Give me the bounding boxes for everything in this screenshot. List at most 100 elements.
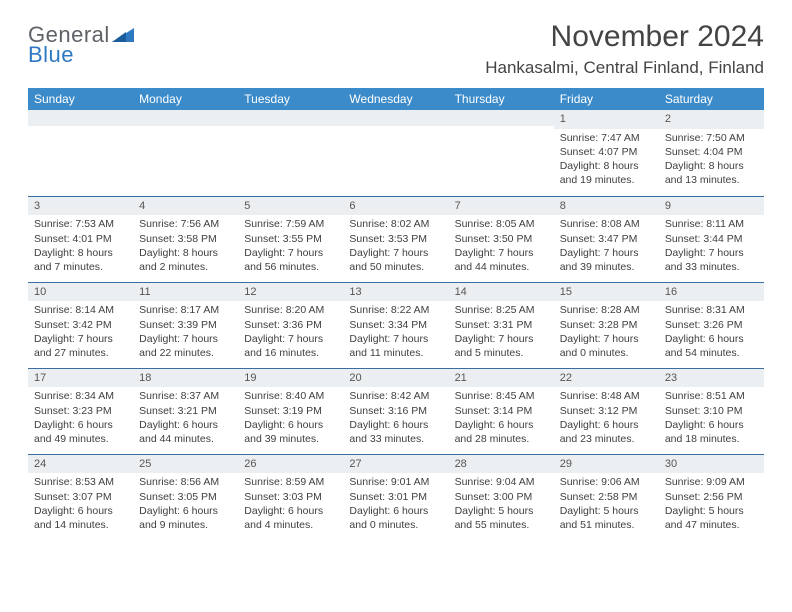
day-info-line: and 54 minutes. (665, 346, 758, 360)
day-body (238, 126, 343, 134)
day-info-line: Sunrise: 8:37 AM (139, 389, 232, 403)
day-body: Sunrise: 8:11 AMSunset: 3:44 PMDaylight:… (659, 215, 764, 280)
day-info-line: Daylight: 6 hours (34, 504, 127, 518)
day-info-line: Sunrise: 9:04 AM (455, 475, 548, 489)
calendar-table: Sunday Monday Tuesday Wednesday Thursday… (28, 88, 764, 540)
day-info-line: Daylight: 6 hours (455, 418, 548, 432)
day-info-line: and 23 minutes. (560, 432, 653, 446)
day-number: 23 (659, 369, 764, 388)
calendar-cell: 16Sunrise: 8:31 AMSunset: 3:26 PMDayligh… (659, 282, 764, 368)
day-number (28, 110, 133, 126)
day-info-line: Daylight: 7 hours (560, 246, 653, 260)
day-number: 1 (554, 110, 659, 129)
day-info-line: and 28 minutes. (455, 432, 548, 446)
calendar-cell: 11Sunrise: 8:17 AMSunset: 3:39 PMDayligh… (133, 282, 238, 368)
calendar-cell: 14Sunrise: 8:25 AMSunset: 3:31 PMDayligh… (449, 282, 554, 368)
day-info-line: Sunset: 4:04 PM (665, 145, 758, 159)
calendar-cell: 17Sunrise: 8:34 AMSunset: 3:23 PMDayligh… (28, 368, 133, 454)
calendar-cell: 20Sunrise: 8:42 AMSunset: 3:16 PMDayligh… (343, 368, 448, 454)
calendar-week-row: 10Sunrise: 8:14 AMSunset: 3:42 PMDayligh… (28, 282, 764, 368)
calendar-cell (133, 110, 238, 196)
day-info-line: and 56 minutes. (244, 260, 337, 274)
day-body: Sunrise: 8:45 AMSunset: 3:14 PMDaylight:… (449, 387, 554, 452)
day-info-line: and 33 minutes. (349, 432, 442, 446)
day-body: Sunrise: 8:34 AMSunset: 3:23 PMDaylight:… (28, 387, 133, 452)
day-body: Sunrise: 8:17 AMSunset: 3:39 PMDaylight:… (133, 301, 238, 366)
day-number (238, 110, 343, 126)
day-body: Sunrise: 8:02 AMSunset: 3:53 PMDaylight:… (343, 215, 448, 280)
day-info-line: and 39 minutes. (560, 260, 653, 274)
day-info-line: Daylight: 7 hours (34, 332, 127, 346)
calendar-cell: 26Sunrise: 8:59 AMSunset: 3:03 PMDayligh… (238, 454, 343, 540)
day-body (133, 126, 238, 134)
day-info-line: Daylight: 7 hours (244, 332, 337, 346)
day-info-line: Sunrise: 7:47 AM (560, 131, 653, 145)
day-number: 8 (554, 197, 659, 216)
day-number: 27 (343, 455, 448, 474)
calendar-cell (449, 110, 554, 196)
day-info-line: Sunset: 3:58 PM (139, 232, 232, 246)
triangle-icon (112, 24, 134, 46)
day-info-line: Sunrise: 8:28 AM (560, 303, 653, 317)
day-info-line: Sunrise: 9:06 AM (560, 475, 653, 489)
calendar-week-row: 24Sunrise: 8:53 AMSunset: 3:07 PMDayligh… (28, 454, 764, 540)
day-number: 15 (554, 283, 659, 302)
day-info-line: Daylight: 7 hours (349, 332, 442, 346)
day-info-line: Daylight: 6 hours (34, 418, 127, 432)
day-body: Sunrise: 8:59 AMSunset: 3:03 PMDaylight:… (238, 473, 343, 538)
calendar-cell: 2Sunrise: 7:50 AMSunset: 4:04 PMDaylight… (659, 110, 764, 196)
day-body: Sunrise: 8:05 AMSunset: 3:50 PMDaylight:… (449, 215, 554, 280)
day-info-line: Sunset: 3:34 PM (349, 318, 442, 332)
day-info-line: Daylight: 6 hours (665, 418, 758, 432)
calendar-cell (238, 110, 343, 196)
day-number: 20 (343, 369, 448, 388)
day-info-line: Sunset: 3:07 PM (34, 490, 127, 504)
day-number: 14 (449, 283, 554, 302)
day-info-line: and 2 minutes. (139, 260, 232, 274)
day-info-line: and 51 minutes. (560, 518, 653, 532)
day-info-line: and 44 minutes. (139, 432, 232, 446)
day-number (449, 110, 554, 126)
header: November 2024 Hankasalmi, Central Finlan… (485, 20, 764, 78)
day-number: 25 (133, 455, 238, 474)
day-info-line: Sunset: 3:10 PM (665, 404, 758, 418)
day-number: 6 (343, 197, 448, 216)
day-info-line: Sunrise: 8:25 AM (455, 303, 548, 317)
day-info-line: Daylight: 6 hours (139, 504, 232, 518)
day-number: 3 (28, 197, 133, 216)
day-info-line: Daylight: 7 hours (665, 246, 758, 260)
day-info-line: Sunrise: 8:34 AM (34, 389, 127, 403)
day-body: Sunrise: 8:25 AMSunset: 3:31 PMDaylight:… (449, 301, 554, 366)
day-info-line: Sunset: 4:01 PM (34, 232, 127, 246)
calendar-week-row: 3Sunrise: 7:53 AMSunset: 4:01 PM Daylight… (28, 196, 764, 282)
day-info-line: Sunrise: 8:51 AM (665, 389, 758, 403)
day-info-line: Sunrise: 9:09 AM (665, 475, 758, 489)
day-info-line: Daylight: 6 hours (665, 332, 758, 346)
calendar-cell: 1Sunrise: 7:47 AMSunset: 4:07 PMDaylight… (554, 110, 659, 196)
day-info-line: Sunrise: 8:11 AM (665, 217, 758, 231)
day-info-line: Daylight: 6 hours (244, 504, 337, 518)
day-info-line: Daylight: 6 hours (349, 418, 442, 432)
calendar-cell: 24Sunrise: 8:53 AMSunset: 3:07 PMDayligh… (28, 454, 133, 540)
day-info-line: Sunrise: 8:45 AM (455, 389, 548, 403)
logo: General Blue (28, 24, 134, 66)
day-info-line: Sunset: 4:07 PM (560, 145, 653, 159)
calendar-cell: 5Sunrise: 7:59 AMSunset: 3:55 PMDaylight… (238, 196, 343, 282)
calendar-week-row: 17Sunrise: 8:34 AMSunset: 3:23 PMDayligh… (28, 368, 764, 454)
day-body (28, 126, 133, 134)
day-number: 19 (238, 369, 343, 388)
day-number: 29 (554, 455, 659, 474)
day-info-line: Sunset: 3:21 PM (139, 404, 232, 418)
day-number: 17 (28, 369, 133, 388)
day-number: 11 (133, 283, 238, 302)
day-number: 7 (449, 197, 554, 216)
day-body: Sunrise: 8:37 AMSunset: 3:21 PMDaylight:… (133, 387, 238, 452)
calendar-cell: 22Sunrise: 8:48 AMSunset: 3:12 PMDayligh… (554, 368, 659, 454)
day-info-line: and 19 minutes. (560, 173, 653, 187)
calendar-cell: 4Sunrise: 7:56 AMSunset: 3:58 PMDaylight… (133, 196, 238, 282)
day-info-line: Sunrise: 7:56 AM (139, 217, 232, 231)
day-info-line: Sunrise: 7:53 AM (34, 217, 127, 231)
day-info-line: Sunset: 3:14 PM (455, 404, 548, 418)
calendar-cell (343, 110, 448, 196)
day-info-line: and 55 minutes. (455, 518, 548, 532)
